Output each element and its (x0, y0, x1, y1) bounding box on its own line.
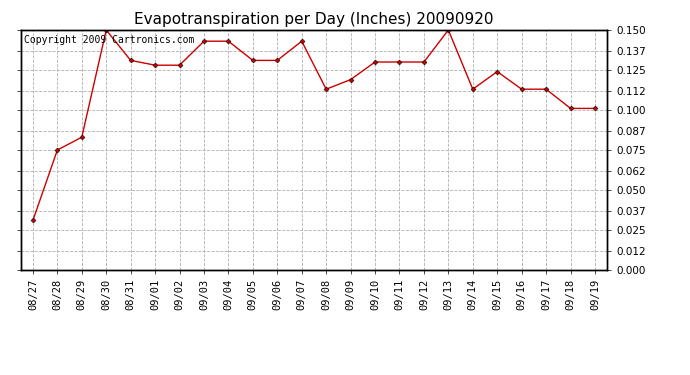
Title: Evapotranspiration per Day (Inches) 20090920: Evapotranspiration per Day (Inches) 2009… (134, 12, 494, 27)
Text: Copyright 2009 Cartronics.com: Copyright 2009 Cartronics.com (23, 35, 194, 45)
